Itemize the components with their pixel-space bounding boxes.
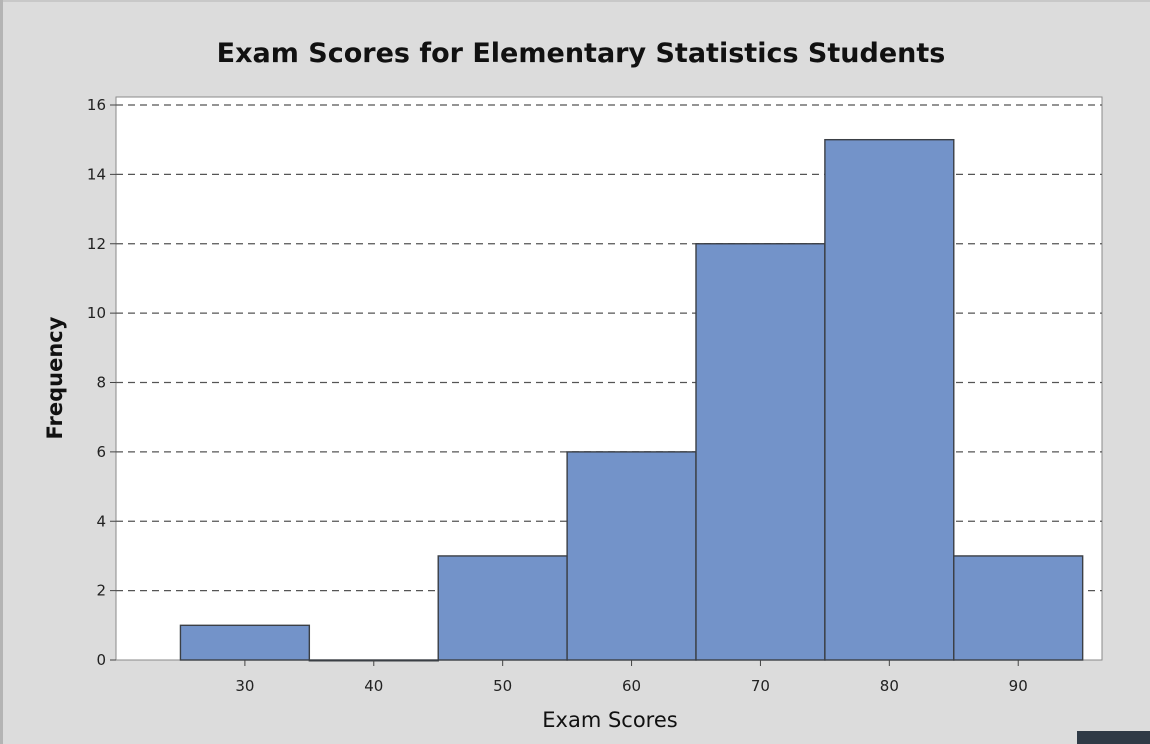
window-top-edge — [0, 0, 1150, 2]
chart-title: Exam Scores for Elementary Statistics St… — [217, 38, 946, 69]
y-axis: 0 2 4 6 8 10 12 14 16 — [87, 96, 116, 669]
bars — [179, 138, 1084, 662]
y-tick-label-16: 16 — [87, 96, 106, 114]
bar-70 — [695, 243, 826, 661]
bar-60 — [566, 451, 697, 661]
y-tick-label-4: 4 — [96, 512, 106, 530]
y-tick-label-0: 0 — [96, 651, 106, 669]
x-axis-title: Exam Scores — [542, 708, 677, 732]
bar-90 — [953, 555, 1084, 661]
y-tick-label-6: 6 — [96, 443, 106, 461]
x-tick-label-50: 50 — [493, 677, 512, 695]
y-tick-label-8: 8 — [96, 374, 106, 392]
y-axis-title: Frequency — [43, 316, 67, 439]
bar-80 — [824, 138, 955, 661]
x-tick-label-70: 70 — [751, 677, 770, 695]
y-tick-label-12: 12 — [87, 235, 106, 253]
x-tick-label-40: 40 — [364, 677, 383, 695]
x-tick-label-30: 30 — [235, 677, 254, 695]
y-tick-label-2: 2 — [96, 582, 106, 600]
y-tick-label-14: 14 — [87, 165, 106, 183]
y-tick-label-10: 10 — [87, 304, 106, 322]
bar-50 — [437, 555, 568, 661]
bar-30 — [179, 624, 311, 661]
x-tick-label-80: 80 — [880, 677, 899, 695]
x-axis: 30 40 50 60 70 80 90 — [235, 660, 1028, 695]
x-tick-label-90: 90 — [1009, 677, 1028, 695]
x-tick-label-60: 60 — [622, 677, 641, 695]
corner-tab — [1077, 731, 1150, 744]
window-left-edge — [0, 0, 3, 744]
